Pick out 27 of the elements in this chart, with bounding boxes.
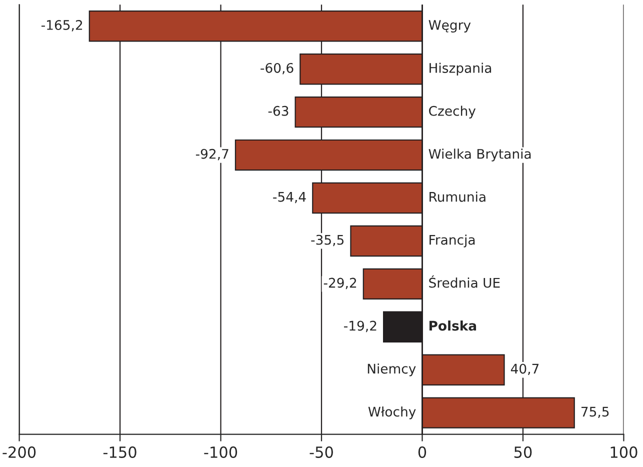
data-label: -54,4 — [273, 192, 306, 204]
x-tick-label: -50 — [310, 446, 333, 458]
data-label: -92,7 — [196, 148, 228, 160]
y-tick-label: Czechy — [429, 106, 476, 118]
x-tick-label: 50 — [514, 446, 532, 458]
y-tick-label: Węgry — [428, 20, 471, 33]
y-tick-label: Rumunia — [430, 192, 486, 202]
data-label: -165,2 — [41, 20, 82, 32]
data-label: -63 — [268, 106, 288, 116]
data-label: 40,7 — [510, 364, 539, 376]
y-tick-label: Francja — [430, 234, 475, 248]
x-tick-label: -200 — [2, 446, 36, 458]
y-tick-label: Hiszpania — [430, 62, 492, 76]
data-label: -19,2 — [344, 320, 376, 332]
x-tick-label: 0 — [418, 446, 426, 458]
data-label: -35,5 — [311, 234, 344, 246]
x-tick-label: -150 — [103, 446, 136, 458]
data-label: -29,2 — [324, 278, 356, 290]
data-label: 75,5 — [581, 406, 609, 418]
x-tick-label: 100 — [610, 446, 638, 458]
y-tick-label: Polska — [429, 320, 476, 331]
x-tick-label: -100 — [204, 446, 238, 458]
y-tick-label: Niemcy — [368, 363, 416, 376]
y-tick-label: Średnia UE — [429, 275, 500, 288]
y-tick-label: Włochy — [368, 406, 416, 420]
y-tick-label: Wielka Brytania — [428, 148, 531, 162]
data-label: -60,6 — [260, 62, 294, 74]
